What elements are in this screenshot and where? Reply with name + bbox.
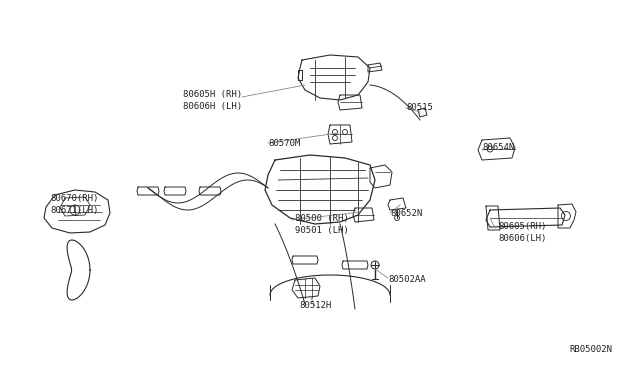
Text: 80512H: 80512H <box>299 301 331 311</box>
Text: 90501 (LH): 90501 (LH) <box>295 225 349 234</box>
Text: 80606H (LH): 80606H (LH) <box>183 103 242 112</box>
Text: 80654N: 80654N <box>482 144 515 153</box>
Text: 80515: 80515 <box>406 103 433 112</box>
Text: 80652N: 80652N <box>390 208 422 218</box>
Text: 80606(LH): 80606(LH) <box>498 234 547 243</box>
Text: 80605(RH): 80605(RH) <box>498 221 547 231</box>
Text: 80570M: 80570M <box>268 138 300 148</box>
Text: 80670(RH): 80670(RH) <box>50 193 99 202</box>
Text: 80502AA: 80502AA <box>388 276 426 285</box>
Text: 80671(LH): 80671(LH) <box>50 205 99 215</box>
Text: 80605H (RH): 80605H (RH) <box>183 90 242 99</box>
Text: 80500 (RH): 80500 (RH) <box>295 214 349 222</box>
Text: RB05002N: RB05002N <box>569 346 612 355</box>
